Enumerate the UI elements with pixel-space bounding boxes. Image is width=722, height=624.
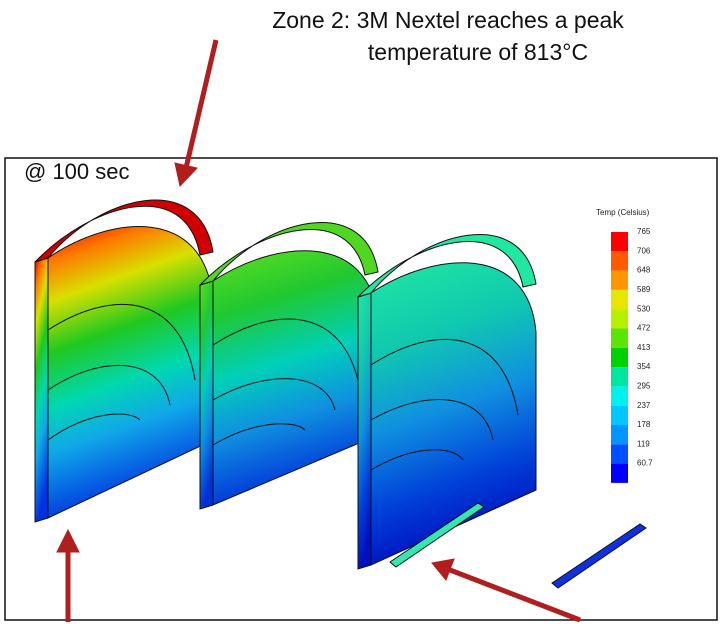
legend-label: 530: [637, 304, 651, 313]
legend-label: 354: [637, 362, 651, 371]
figure: Zone 2: 3M Nextel reaches a peak tempera…: [0, 0, 722, 624]
annotation-line: Zone 2: 3M Nextel reaches a peak: [272, 7, 624, 33]
legend-swatch: [611, 251, 628, 270]
legend-label: 60.7: [637, 459, 653, 468]
legend-label: 472: [637, 324, 651, 333]
legend-label: 119: [637, 439, 650, 448]
legend-label: 178: [637, 420, 651, 429]
legend-swatch: [611, 367, 628, 386]
legend-swatch: [611, 444, 628, 463]
annotation-line: temperature of 813°C: [368, 39, 588, 65]
legend-swatch: [611, 386, 628, 405]
legend-swatch: [611, 406, 628, 425]
legend-swatch: [611, 425, 628, 444]
legend-swatch: [611, 309, 628, 328]
legend-label: 765: [637, 227, 651, 236]
legend-label: 589: [637, 285, 651, 294]
legend-label: 706: [637, 246, 651, 255]
legend-label: 295: [637, 382, 651, 391]
legend-swatch: [611, 290, 628, 309]
legend-label: 413: [637, 343, 651, 352]
legend-swatch: [611, 348, 628, 367]
legend-label: 237: [637, 401, 651, 410]
legend-swatch: [611, 329, 628, 348]
legend-title: Temp (Celsius): [596, 208, 650, 217]
legend-swatch: [611, 464, 628, 483]
legend-swatch: [611, 271, 628, 290]
legend-label: 648: [637, 266, 651, 275]
time-label: @ 100 sec: [24, 159, 130, 184]
legend-swatch: [611, 232, 628, 251]
